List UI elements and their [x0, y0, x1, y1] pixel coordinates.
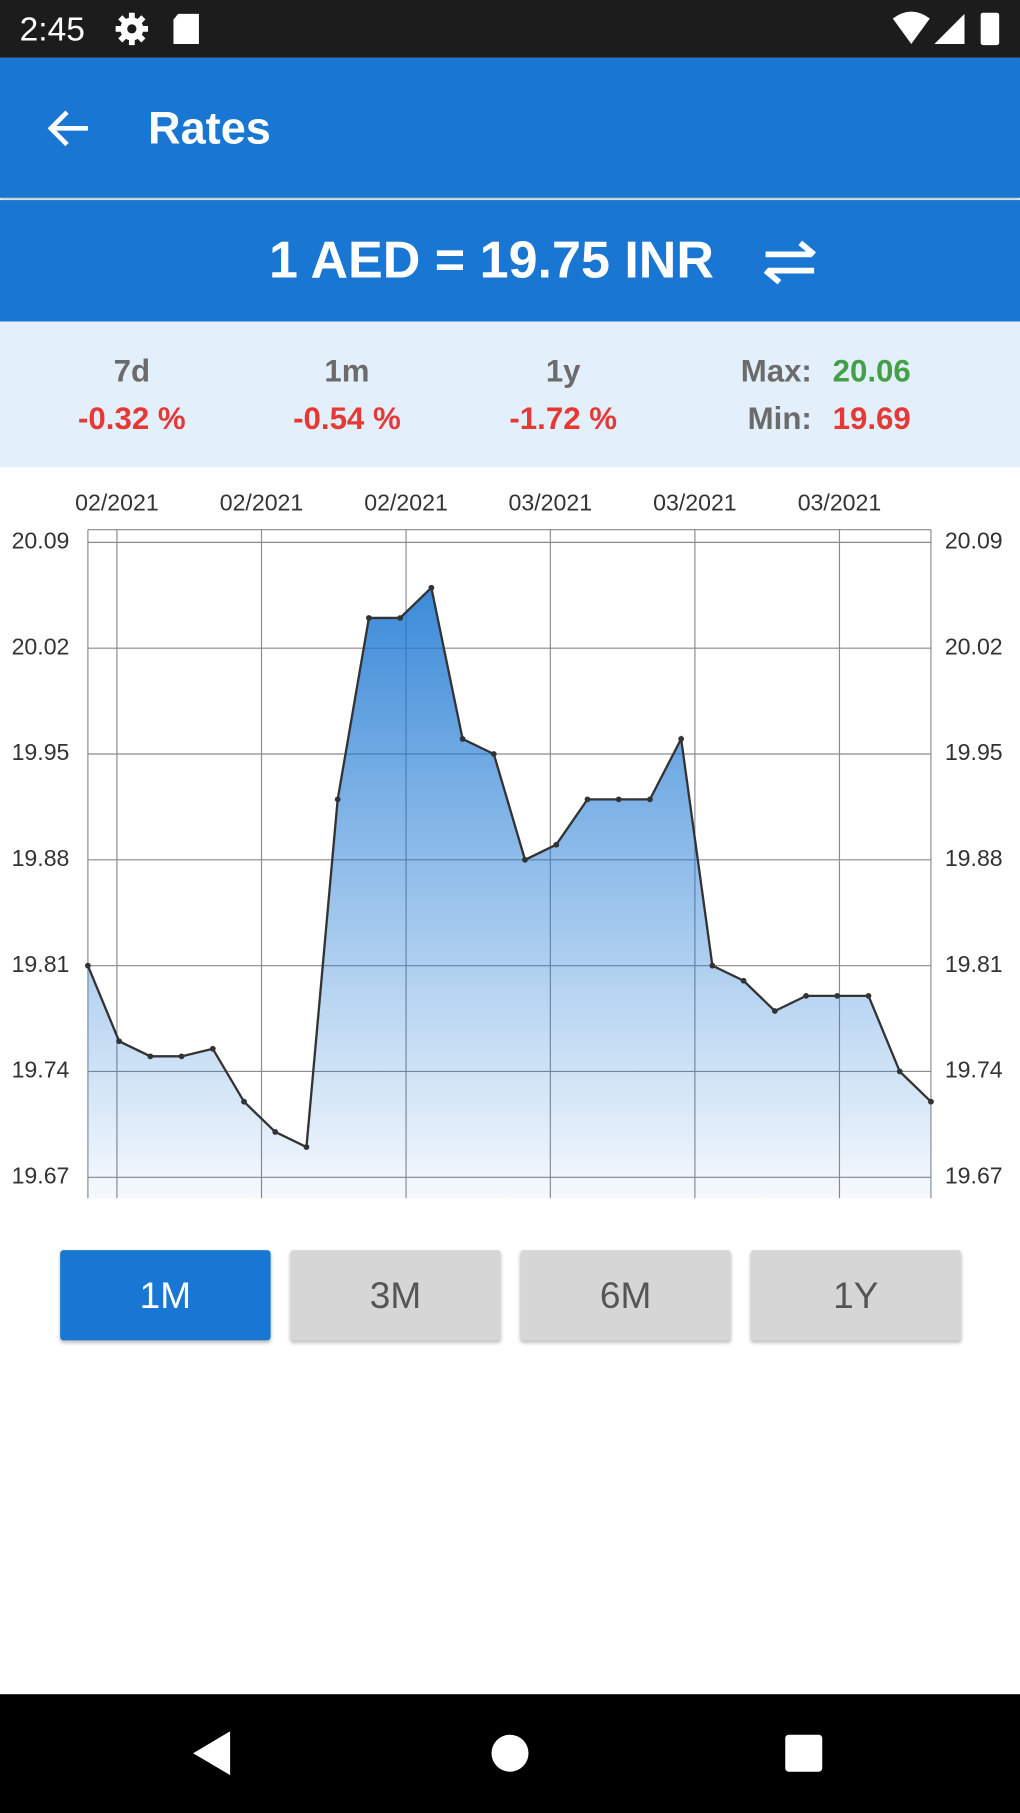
area [87, 587, 931, 1199]
y-tick-label: 19.74 [12, 1057, 70, 1083]
y2-tick-label: 20.02 [945, 633, 1003, 659]
x-tick-label: 03/2021 [653, 489, 737, 515]
stat-label: 7d [113, 353, 151, 389]
y-tick-label: 19.88 [12, 845, 70, 871]
point [615, 796, 622, 803]
status-icons-left [115, 12, 199, 46]
range-button[interactable]: 1Y [750, 1250, 962, 1341]
swap-button[interactable] [761, 238, 819, 285]
line [86, 585, 932, 1149]
nav-recents[interactable] [785, 1734, 823, 1772]
point [178, 1053, 185, 1060]
nav-back[interactable] [193, 1731, 231, 1776]
point [116, 1038, 123, 1045]
rate-bar: 1 AED = 19.75 INR [0, 200, 1020, 322]
stat-value: -0.32 % [78, 401, 186, 436]
x-tick-label: 02/2021 [364, 489, 448, 515]
point [647, 796, 653, 803]
nav-icons [193, 1731, 823, 1776]
y-tick-label: 20.09 [12, 527, 70, 553]
status-icons-right [892, 11, 1000, 46]
point [771, 1008, 778, 1014]
point [709, 962, 716, 969]
y2-tick-label: 19.81 [945, 951, 1003, 977]
point [896, 1068, 903, 1075]
status-time: 2:45 [19, 11, 85, 49]
y2-tick-label: 20.09 [945, 527, 1003, 553]
y2-tick-label: 19.67 [945, 1162, 1003, 1188]
back-button[interactable] [46, 108, 92, 150]
point [584, 796, 591, 803]
point [84, 962, 91, 969]
point [334, 796, 341, 803]
x-tick-label: 02/2021 [220, 489, 304, 515]
stat-label: 1m [324, 353, 370, 389]
y-tick-label: 19.81 [12, 951, 70, 977]
y-tick-label: 19.95 [12, 739, 70, 765]
point [740, 977, 747, 984]
point [397, 615, 404, 621]
point [865, 992, 872, 999]
point [272, 1129, 279, 1135]
nav-home[interactable] [491, 1734, 529, 1772]
y-tick-label: 19.67 [12, 1162, 70, 1188]
min-value: 19.69 [832, 401, 911, 436]
point [522, 856, 528, 863]
min-label: Min: [747, 401, 812, 436]
y2-tick-label: 19.74 [945, 1057, 1003, 1083]
point [803, 992, 809, 999]
x-tick-label: 03/2021 [798, 489, 882, 515]
stats-panel: 7d -0.32 % 1m -0.54 % 1y -1.72 % Max: 20.06 Min:… [0, 321, 1020, 468]
point [553, 841, 560, 848]
x-tick-label: 03/2021 [509, 489, 593, 515]
y2-tick-label: 19.88 [945, 845, 1003, 871]
point [209, 1045, 216, 1052]
point [428, 584, 435, 591]
stat-label: 1y [545, 353, 581, 389]
point [147, 1053, 154, 1060]
rate-text: 1 AED = 19.75 INR [269, 230, 714, 290]
status-bar: 2:45 [0, 0, 1020, 58]
max-value: 20.06 [832, 353, 911, 389]
point [303, 1144, 310, 1150]
max-label: Max: [740, 353, 812, 389]
range-button[interactable]: 3M [290, 1250, 501, 1341]
nav-bar [0, 1694, 1020, 1813]
point [490, 751, 497, 757]
stat-value: -0.54 % [293, 401, 401, 436]
app-bar: Rates [0, 57, 1020, 198]
point [928, 1098, 934, 1105]
app-title: Rates [148, 104, 271, 154]
y2-tick-label: 19.95 [945, 739, 1003, 765]
point [241, 1098, 247, 1105]
range-button[interactable]: 6M [520, 1250, 731, 1341]
chart: 19.67 19.67 19.74 19.74 19.81 19.81 19.88 19.88… [12, 489, 1003, 1199]
point [459, 736, 466, 742]
stat-value: -1.72 % [509, 401, 618, 436]
range-button[interactable]: 1M [60, 1250, 271, 1341]
point [678, 736, 685, 742]
point [834, 992, 841, 999]
y-tick-label: 20.02 [12, 633, 70, 659]
point [366, 615, 372, 621]
x-tick-label: 02/2021 [75, 489, 159, 515]
